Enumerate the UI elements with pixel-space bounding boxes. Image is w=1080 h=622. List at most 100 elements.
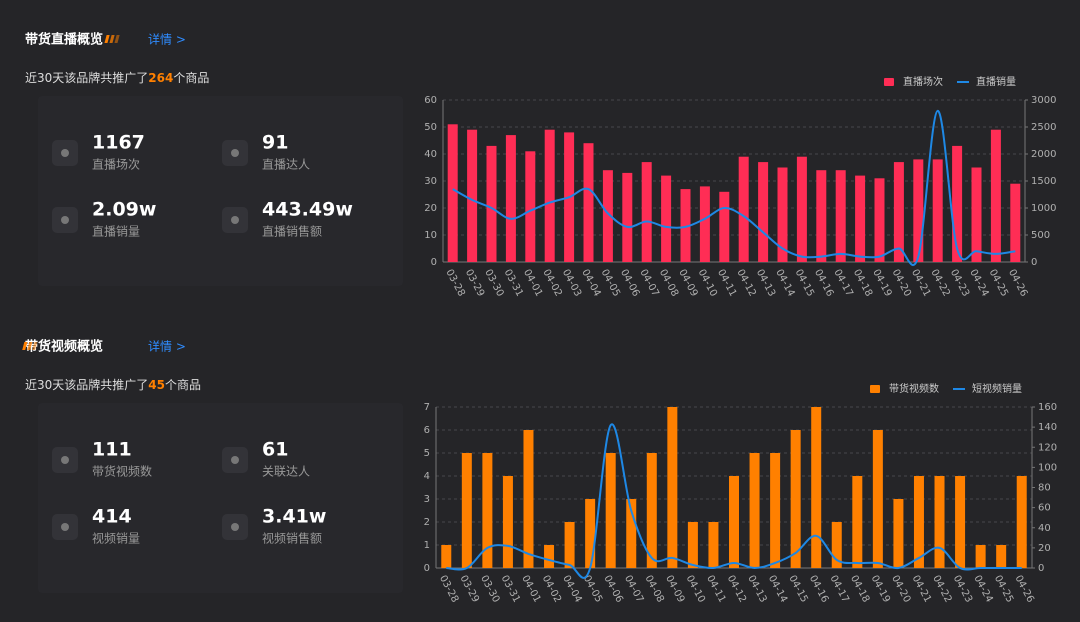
bar	[971, 167, 982, 262]
bar	[749, 453, 760, 568]
y-tick-label: 50	[424, 122, 437, 133]
bar	[687, 522, 698, 568]
y-tick-label: 4	[424, 471, 430, 482]
legend-swatch	[884, 78, 894, 86]
y-tick-label: 30	[424, 176, 437, 187]
bar	[758, 162, 769, 262]
bar	[626, 499, 637, 568]
y2-tick-label: 140	[1038, 422, 1057, 433]
stats-panel	[38, 403, 403, 593]
title-icon	[32, 342, 38, 350]
stat-label: 直播销量	[92, 225, 140, 239]
bar	[816, 170, 827, 262]
summary-count: 264	[148, 71, 173, 85]
bar	[646, 453, 657, 568]
stat-value: 111	[92, 439, 132, 461]
bar	[893, 162, 904, 262]
y-tick-label: 0	[424, 563, 430, 574]
bar	[893, 499, 904, 568]
summary-suffix: 个商品	[165, 377, 201, 392]
bar	[605, 453, 616, 568]
bar	[796, 156, 807, 262]
stat-label: 关联达人	[262, 465, 310, 479]
bar	[719, 191, 730, 262]
detail-link[interactable]: 详情 >	[148, 339, 186, 354]
y2-tick-label: 80	[1038, 483, 1051, 494]
y-tick-label: 7	[424, 402, 430, 413]
section-title: 带货视频概览	[25, 339, 103, 355]
stats-panel	[38, 96, 403, 286]
stat-label: 视频销量	[92, 531, 140, 546]
stat-icon-glyph	[231, 149, 239, 157]
title-icon	[27, 342, 33, 350]
stat-label: 直播场次	[92, 158, 140, 172]
bar	[525, 151, 536, 262]
bar	[811, 407, 822, 568]
y2-tick-label: 100	[1038, 462, 1057, 473]
stat-icon-glyph	[231, 216, 239, 224]
bar	[874, 178, 885, 262]
legend-label: 直播场次	[903, 75, 943, 88]
bar	[667, 407, 678, 568]
bar	[544, 545, 555, 568]
title-icon	[109, 35, 115, 43]
bar	[583, 143, 594, 262]
stat-value: 443.49w	[262, 199, 353, 221]
stat-label: 视频销售额	[262, 531, 322, 546]
stat-value: 3.41w	[262, 506, 326, 528]
y2-tick-label: 1500	[1031, 176, 1056, 187]
bar	[835, 170, 846, 262]
y2-tick-label: 60	[1038, 503, 1051, 514]
bar	[680, 189, 691, 262]
section-title: 带货直播概览	[25, 32, 103, 48]
y-tick-label: 2	[424, 517, 430, 528]
summary-prefix: 近30天该品牌共推广了	[25, 378, 148, 392]
y2-tick-label: 160	[1038, 402, 1057, 413]
y2-tick-label: 120	[1038, 442, 1057, 453]
bar	[990, 129, 1001, 262]
bar	[913, 476, 924, 568]
legend-label: 短视频销量	[972, 382, 1022, 395]
stat-value: 61	[262, 439, 288, 461]
summary-suffix: 个商品	[173, 70, 209, 85]
bar	[729, 476, 739, 568]
stat-label: 带货视频数	[92, 464, 152, 479]
bar	[564, 522, 575, 568]
legend-label: 带货视频数	[889, 382, 939, 395]
stat-icon-glyph	[231, 456, 239, 464]
bar	[952, 145, 963, 262]
bar	[913, 159, 924, 262]
line	[452, 109, 1016, 267]
bar	[855, 175, 866, 262]
y2-tick-label: 2500	[1031, 122, 1056, 133]
stat-icon-glyph	[61, 456, 69, 464]
bar	[996, 545, 1007, 568]
y2-tick-label: 2000	[1031, 149, 1056, 160]
y-tick-label: 1	[424, 540, 430, 551]
bar	[872, 430, 883, 568]
title-icon	[104, 35, 110, 43]
bar	[831, 522, 842, 568]
bar	[852, 476, 863, 568]
y2-tick-label: 20	[1038, 543, 1051, 554]
bar	[770, 453, 781, 568]
bar	[1010, 183, 1021, 262]
bar	[544, 129, 555, 262]
bar	[1016, 476, 1027, 568]
line	[446, 423, 1022, 579]
y2-tick-label: 40	[1038, 523, 1051, 534]
bar	[523, 430, 534, 568]
legend-swatch	[870, 385, 880, 393]
legend-label: 直播销量	[976, 75, 1016, 88]
stat-value: 414	[92, 506, 132, 528]
bar	[932, 159, 943, 262]
detail-link[interactable]: 详情 >	[148, 32, 186, 47]
y-tick-label: 40	[424, 149, 437, 160]
bar	[602, 170, 613, 262]
title-icon	[114, 35, 120, 43]
bar	[738, 156, 749, 262]
stat-icon-glyph	[61, 149, 69, 157]
bar	[482, 453, 493, 568]
bar	[641, 162, 652, 262]
bar	[461, 453, 472, 568]
